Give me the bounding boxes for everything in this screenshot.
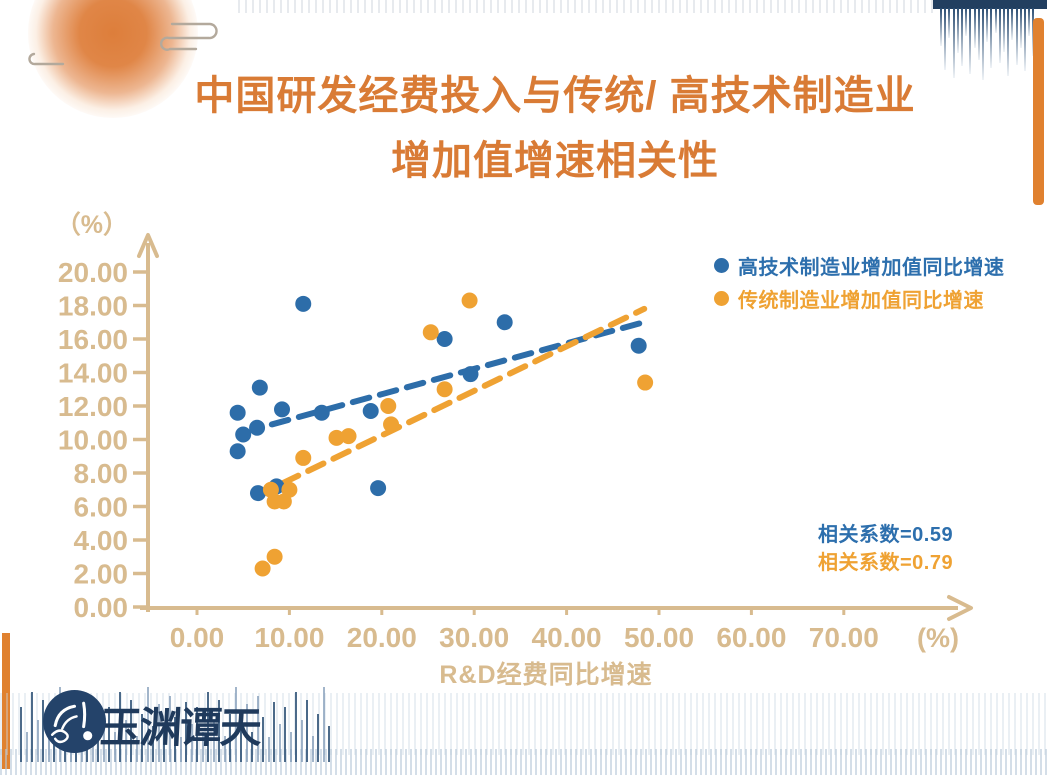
x-axis-unit: (%) [917,623,959,653]
data-point-series-0 [229,404,246,421]
data-point-series-0 [313,404,330,421]
top-fringe-pattern [238,0,938,13]
cloud-icon-left [28,52,65,66]
data-point-series-1 [281,481,298,498]
x-tick-label: 40.00 [532,622,602,653]
data-point-series-0 [370,480,387,497]
x-axis-title: R&D经费同比增速 [439,661,653,689]
trendline-series-1 [279,305,648,487]
data-point-series-0 [249,419,266,436]
x-tick-label: 10.00 [254,622,324,653]
trendline-series-0 [268,317,653,428]
data-point-series-0 [630,337,647,354]
data-point-series-0 [229,443,246,460]
data-point-series-0 [274,401,291,418]
data-point-series-0 [268,478,285,495]
data-point-series-1 [254,560,271,577]
correlation-label-hightech: 相关系数=0.59 [818,524,954,546]
x-axis-arrow-icon [947,595,973,621]
logo-wave-icon [43,690,106,753]
legend-label-traditional: 传统制造业增加值同比增速 [738,290,984,312]
y-tick-label: 16.00 [58,324,128,355]
data-point-series-1 [275,493,292,510]
data-point-series-1 [328,429,345,446]
data-point-series-1 [383,416,400,433]
legend-marker-traditional-icon [714,291,729,306]
data-point-series-0 [249,485,266,502]
data-point-series-1 [295,449,312,466]
data-point-series-0 [235,426,252,443]
data-point-series-1 [422,324,439,341]
x-tick-label: 0.00 [170,622,225,653]
logo-wordmark: 玉渊谭天 [98,706,261,752]
legend-marker-hightech-icon [714,258,729,273]
y-tick-label: 8.00 [74,458,129,489]
y-tick-label: 2.00 [74,559,129,590]
x-tick-label: 30.00 [439,622,509,653]
x-tick-label: 70.00 [809,622,879,653]
data-point-series-1 [262,481,279,498]
y-tick-label: 6.00 [74,492,129,523]
y-tick-label: 20.00 [58,257,128,288]
data-point-series-1 [340,428,357,445]
page-title: 中国研发经费投入与传统/ 高技术制造业 增加值增速相关性 [55,72,1047,185]
x-tick-label: 60.00 [716,622,786,653]
legend-item-traditional: 传统制造业增加值同比增速 [714,284,1005,313]
y-tick-label: 0.00 [74,592,129,623]
x-tick-label: 20.00 [347,622,417,653]
data-point-series-0 [295,295,312,312]
legend-label-hightech: 高技术制造业增加值同比增速 [738,257,1005,279]
top-right-fringe-pattern [940,8,1040,86]
data-point-series-1 [266,548,283,565]
y-tick-label: 10.00 [58,425,128,456]
right-orange-accent-bar [1033,18,1044,205]
y-tick-label: 4.00 [74,525,129,556]
data-point-series-0 [496,314,513,331]
correlation-label-traditional: 相关系数=0.79 [818,552,954,574]
data-point-series-0 [462,366,479,383]
data-point-series-1 [637,374,654,391]
top-right-navy-bar [933,0,1047,9]
data-point-series-1 [380,398,397,414]
y-axis-unit: （%） [55,211,128,239]
data-point-series-1 [461,292,478,309]
y-tick-label: 14.00 [58,358,128,389]
y-tick-label: 18.00 [58,291,128,322]
data-point-series-0 [436,331,453,347]
x-tick-label: 50.00 [624,622,694,653]
title-line-1: 中国研发经费投入与传统/ 高技术制造业 [194,74,916,118]
cloud-icon-right [159,22,218,51]
y-tick-label: 12.00 [58,391,128,422]
data-point-series-0 [251,379,268,396]
legend-item-hightech: 高技术制造业增加值同比增速 [714,251,1005,280]
data-point-series-0 [362,403,379,420]
data-point-series-1 [266,493,283,510]
y-axis-arrow-icon [137,233,159,258]
left-orange-accent-bar [2,633,10,769]
legend: 高技术制造业增加值同比增速 传统制造业增加值同比增速 [714,251,1005,313]
data-point-series-1 [436,381,453,398]
title-line-2: 增加值增速相关性 [391,139,719,183]
